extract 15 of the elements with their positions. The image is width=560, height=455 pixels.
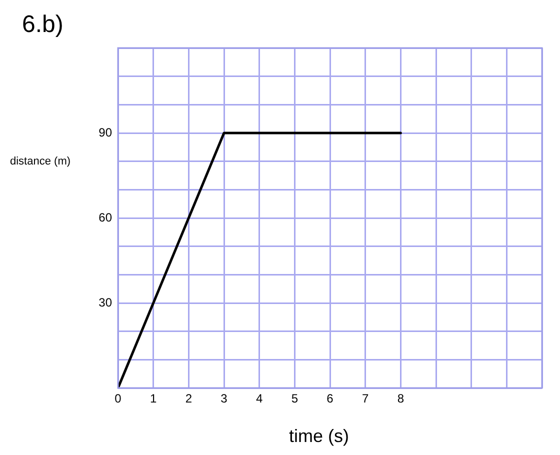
y-tick-label: 90 xyxy=(98,125,112,140)
chart-title: 6.b) xyxy=(22,11,64,38)
y-axis-title: distance (m) xyxy=(10,155,71,168)
x-tick-label: 1 xyxy=(150,392,157,406)
x-tick-label: 6 xyxy=(326,392,334,406)
x-tick-label: 0 xyxy=(114,392,122,406)
x-axis-title: time (s) xyxy=(289,426,349,446)
x-tick-label: 7 xyxy=(362,392,369,406)
x-tick-label: 5 xyxy=(291,392,298,406)
y-tick-label: 30 xyxy=(98,295,112,310)
x-tick-label: 2 xyxy=(185,392,192,406)
x-tick-label: 8 xyxy=(397,392,404,406)
x-tick-label: 4 xyxy=(256,392,263,406)
x-tick-label: 3 xyxy=(220,392,228,406)
y-tick-label: 60 xyxy=(98,210,112,224)
